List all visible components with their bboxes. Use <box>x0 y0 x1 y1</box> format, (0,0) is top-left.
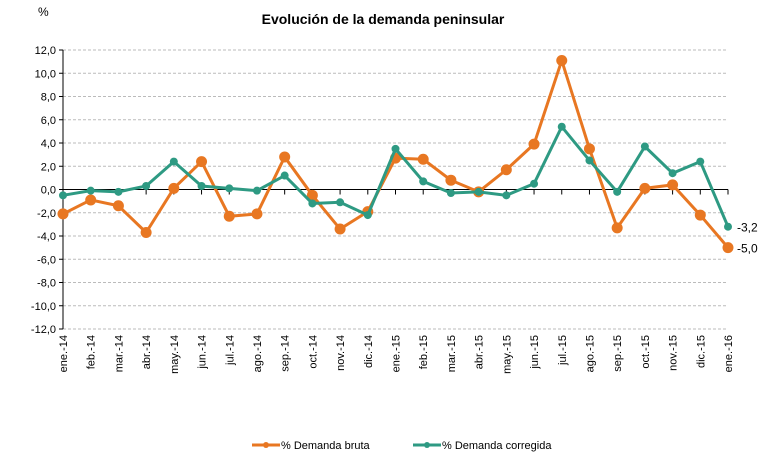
data-point <box>500 164 512 176</box>
y-tick-label: -4,0 <box>37 231 56 243</box>
data-point <box>474 187 483 196</box>
x-tick-label: dic.-14 <box>363 335 375 368</box>
data-point <box>197 182 206 191</box>
x-tick-label: ago.-14 <box>252 335 264 372</box>
legend-item: % Demanda corregida <box>413 440 552 452</box>
x-tick-label: ene.-15 <box>391 335 403 372</box>
data-point <box>86 186 95 195</box>
x-tick-label: ene.-14 <box>58 335 70 372</box>
data-point <box>59 191 67 200</box>
y-tick-label: 4,0 <box>41 138 56 150</box>
y-tick-label: 2,0 <box>41 161 56 173</box>
data-point <box>528 138 540 150</box>
series-corregida: -3,2 <box>59 122 758 235</box>
data-point <box>668 169 677 178</box>
x-tick-label: mar.-14 <box>113 335 125 372</box>
data-point <box>613 187 622 196</box>
data-point <box>639 182 651 194</box>
legend-label: % Demanda bruta <box>281 440 371 452</box>
data-point <box>419 177 428 186</box>
data-point <box>391 144 400 153</box>
data-point <box>724 222 732 231</box>
y-tick-label: 8,0 <box>41 92 56 104</box>
y-tick-label: 12,0 <box>35 45 56 57</box>
data-point <box>168 182 180 194</box>
data-point <box>583 143 595 155</box>
x-tick-label: jun.-14 <box>197 335 209 370</box>
data-point <box>142 182 151 191</box>
data-point <box>196 156 208 168</box>
data-label: -3,2 <box>737 221 758 235</box>
data-point <box>85 194 97 206</box>
data-point <box>417 153 429 165</box>
x-tick-label: ene.-16 <box>723 335 735 372</box>
data-point <box>530 179 539 188</box>
data-point <box>694 209 706 221</box>
y-axis-unit: % <box>38 5 49 19</box>
data-point <box>225 184 234 193</box>
y-tick-label: 10,0 <box>35 68 56 80</box>
x-tick-label: dic.-15 <box>695 335 707 368</box>
y-tick-label: -10,0 <box>31 301 56 313</box>
legend-label: % Demanda corregida <box>442 440 552 452</box>
x-tick-label: oct.-15 <box>640 335 652 369</box>
data-point <box>336 198 345 207</box>
x-tick-label: may.-14 <box>169 335 181 374</box>
data-point <box>169 157 178 166</box>
y-tick-label: 0,0 <box>41 185 56 197</box>
x-tick-label: abr.-14 <box>141 335 153 369</box>
x-tick-label: oct.-14 <box>307 335 319 369</box>
data-point <box>280 171 289 180</box>
x-tick-label: jun.-15 <box>529 335 541 370</box>
data-point <box>223 210 235 222</box>
y-tick-label: 6,0 <box>41 115 56 127</box>
data-point <box>611 222 623 234</box>
x-tick-label: jul.-14 <box>224 335 236 366</box>
legend-item: % Demanda bruta <box>252 440 371 452</box>
data-point <box>57 208 69 220</box>
data-point <box>696 157 705 166</box>
x-tick-label: jul.-15 <box>557 335 569 366</box>
data-point <box>251 208 263 220</box>
data-point <box>556 54 568 66</box>
data-point <box>640 142 649 151</box>
data-point <box>445 174 457 186</box>
x-tick-label: may.-15 <box>501 335 513 374</box>
x-tick-label: nov.-14 <box>335 335 347 371</box>
data-point <box>585 156 594 165</box>
data-point <box>502 191 511 200</box>
data-point <box>667 179 679 191</box>
x-tick-label: abr.-15 <box>474 335 486 369</box>
x-tick-label: mar.-15 <box>446 335 458 372</box>
y-tick-label: -8,0 <box>37 278 56 290</box>
data-point <box>306 189 318 201</box>
data-point <box>112 200 124 212</box>
x-tick-label: feb.-14 <box>86 335 98 369</box>
data-point <box>363 211 372 220</box>
data-point <box>140 227 152 239</box>
chart-title: Evolución de la demanda peninsular <box>262 11 505 27</box>
legend-marker <box>263 442 269 448</box>
data-point <box>308 199 317 208</box>
data-point <box>114 187 123 196</box>
y-tick-label: -12,0 <box>31 324 56 336</box>
x-tick-label: ago.-15 <box>584 335 596 372</box>
x-tick-label: feb.-15 <box>418 335 430 369</box>
data-point <box>557 122 566 131</box>
data-point <box>252 186 261 195</box>
x-tick-label: sep.-14 <box>280 335 292 372</box>
x-tick-label: nov.-15 <box>668 335 680 371</box>
data-point <box>279 151 291 163</box>
data-point <box>334 223 346 235</box>
x-tick-label: sep.-15 <box>612 335 624 372</box>
data-label: -5,0 <box>737 242 758 256</box>
y-tick-label: -6,0 <box>37 254 56 266</box>
y-tick-label: -2,0 <box>37 208 56 220</box>
legend-marker <box>424 442 430 448</box>
data-point <box>722 242 734 254</box>
data-point <box>446 188 455 197</box>
